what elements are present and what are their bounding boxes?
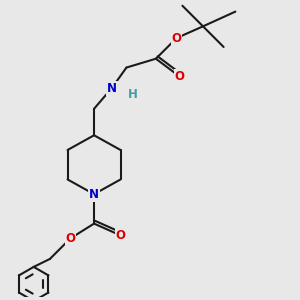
Text: N: N xyxy=(89,188,99,201)
Text: H: H xyxy=(128,88,137,100)
Text: O: O xyxy=(172,32,182,45)
Text: O: O xyxy=(116,229,126,242)
Text: O: O xyxy=(65,232,76,245)
Text: N: N xyxy=(107,82,117,95)
Text: O: O xyxy=(174,70,184,83)
